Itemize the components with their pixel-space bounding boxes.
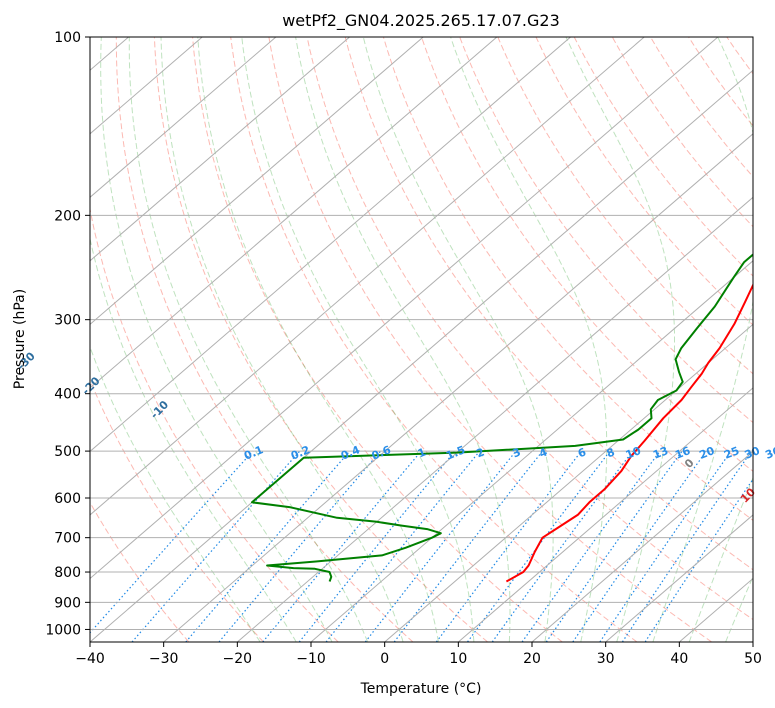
x-tick-label: −20 xyxy=(223,651,253,667)
y-tick-label: 300 xyxy=(54,313,81,329)
y-tick-label: 200 xyxy=(54,208,81,224)
x-tick-label: 50 xyxy=(744,651,762,667)
temperature-profile xyxy=(505,282,753,583)
mixing-ratio-label: 1 xyxy=(416,445,428,460)
isotherm xyxy=(90,37,277,198)
dry-adiabat xyxy=(153,37,488,642)
isotherm xyxy=(90,37,424,326)
isotherm xyxy=(90,37,350,262)
dry-adiabat xyxy=(90,206,339,642)
mixing-ratio-label: 10 xyxy=(624,444,643,462)
y-axis-label: Pressure (hPa) xyxy=(12,289,28,389)
moist-adiabat xyxy=(90,345,261,642)
x-tick-label: −10 xyxy=(296,651,326,667)
isotherm xyxy=(90,37,645,516)
mixing-ratio-label: 13 xyxy=(651,444,670,462)
dry-adiabat xyxy=(344,37,753,571)
mixing-ratio-label: 36 xyxy=(763,444,775,462)
mixing-ratio-line xyxy=(467,450,611,642)
isotherm xyxy=(163,133,753,642)
moist-adiabat xyxy=(241,37,475,642)
isotherm xyxy=(90,37,719,580)
dry-adiabat xyxy=(230,37,638,642)
mixing-ratio-line xyxy=(599,450,732,642)
mixing-ratio-label: 8 xyxy=(605,445,617,460)
mixing-ratio-line xyxy=(545,450,683,642)
mixing-ratio-label: 30 xyxy=(743,444,762,462)
isotherm xyxy=(90,37,498,389)
isotherm xyxy=(237,196,753,642)
gridlines xyxy=(90,37,753,642)
mixing-ratio-line xyxy=(621,450,752,642)
moist-adiabat xyxy=(652,37,753,642)
y-tick-label: 100 xyxy=(54,30,81,46)
mixing-ratio-label: 20 xyxy=(697,444,716,462)
mixing-ratio-line xyxy=(90,450,254,634)
dry-adiabat xyxy=(192,37,563,642)
x-tick-label: −40 xyxy=(75,651,105,667)
x-tick-label: 0 xyxy=(380,651,389,667)
moist-adiabat xyxy=(725,575,753,642)
dry-adiabat xyxy=(268,37,712,642)
moist-adiabat xyxy=(197,37,439,642)
isotherm xyxy=(458,387,753,642)
dry-adiabat xyxy=(306,37,753,621)
moist-adiabat xyxy=(128,37,369,642)
dry-adiabat xyxy=(90,501,190,642)
moist-adiabat xyxy=(295,37,511,642)
isotherm xyxy=(531,450,753,642)
mixing-ratio-line xyxy=(521,450,661,642)
chart-title: wetPf2_GN04.2025.265.17.07.G23 xyxy=(282,11,560,31)
mixing-ratio-line xyxy=(572,450,707,642)
x-tick-label: 10 xyxy=(449,651,467,667)
y-tick-label: 500 xyxy=(54,444,81,460)
mixing-ratio-line xyxy=(298,450,456,642)
y-tick-label: 600 xyxy=(54,491,81,507)
x-axis-ticks: −40 −30 −20 −10 0 10 20 30 40 50 xyxy=(75,642,762,667)
x-tick-label: −30 xyxy=(149,651,179,667)
x-tick-label: 30 xyxy=(597,651,615,667)
plot-frame xyxy=(89,36,754,643)
moist-adiabat xyxy=(688,476,753,642)
moist-adiabat xyxy=(90,236,297,642)
dewpoint-profile xyxy=(251,253,753,582)
y-axis-ticks: 100 200 300 400 500 600 700 800 900 1000 xyxy=(45,30,90,638)
mixing-ratio-label: 3 xyxy=(511,445,523,460)
mixing-ratio-label: 25 xyxy=(722,444,741,462)
y-tick-label: 700 xyxy=(54,531,81,547)
y-tick-label: 800 xyxy=(54,565,81,581)
y-tick-label: 400 xyxy=(54,387,81,403)
profile-lines xyxy=(251,253,753,583)
x-tick-label: 40 xyxy=(670,651,688,667)
dry-adiabat xyxy=(90,378,264,642)
isotherm xyxy=(90,37,571,453)
mixing-ratio-line xyxy=(262,450,422,642)
mixing-ratio-label: 2 xyxy=(474,445,486,460)
dry-adiabat xyxy=(497,37,753,375)
mixing-ratio-line xyxy=(325,450,481,642)
y-tick-label: 1000 xyxy=(45,622,81,638)
x-tick-label: 20 xyxy=(523,651,541,667)
mixing-ratio-line xyxy=(218,450,382,642)
isotherm xyxy=(310,260,753,642)
mixing-ratio-label: 16 xyxy=(673,444,692,462)
moist-adiabat xyxy=(160,37,404,642)
moist-adiabat xyxy=(362,37,554,642)
dry-adiabat xyxy=(535,37,753,326)
plot-area xyxy=(90,37,753,642)
x-axis-label: Temperature (°C) xyxy=(360,681,482,697)
moist-adiabat xyxy=(100,37,333,642)
y-tick-label: 900 xyxy=(54,595,81,611)
isotherm xyxy=(605,514,753,642)
isotherm xyxy=(384,323,753,642)
isotherm xyxy=(90,69,753,642)
mixing-ratio-line xyxy=(435,450,582,642)
